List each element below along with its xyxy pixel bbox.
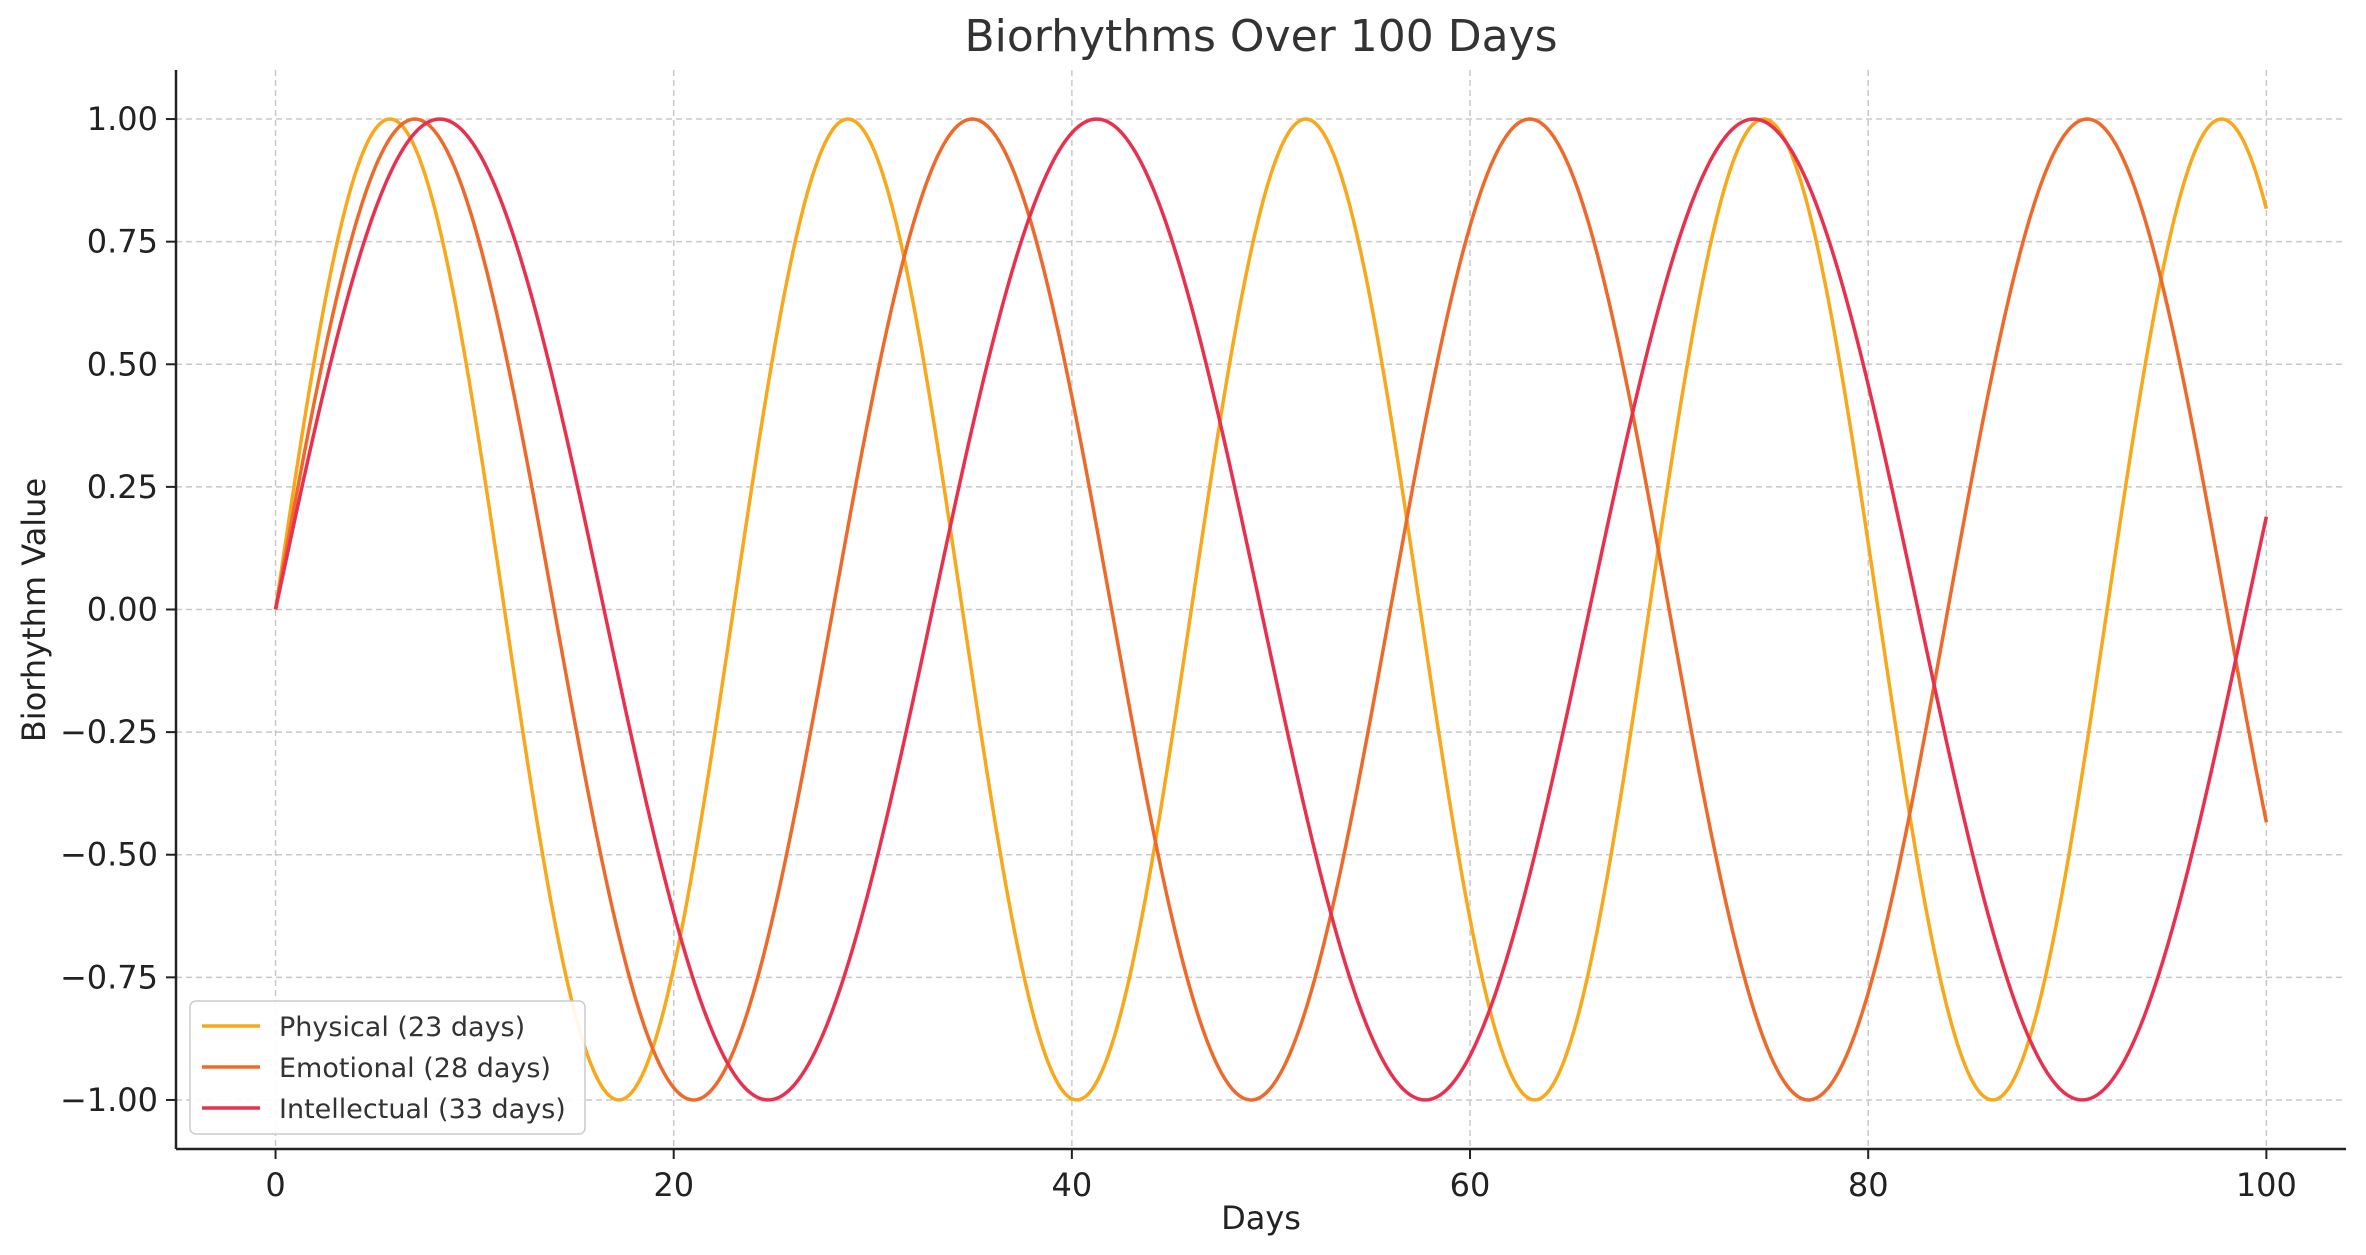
x-axis-label: Days [1221, 1199, 1301, 1237]
legend-label-intellectual: Intellectual (33 days) [279, 1094, 566, 1125]
x-tick-label: 0 [265, 1166, 285, 1204]
x-tick-label: 20 [653, 1166, 694, 1204]
series-line-intellectual [273, 117, 2269, 1102]
legend: Physical (23 days) Emotional (28 days) Int… [189, 1000, 586, 1135]
x-axis-ticks: 0 20 40 60 80 100 [265, 1149, 2297, 1204]
y-tick-label: 1.00 [87, 100, 158, 138]
chart-title: Biorhythms Over 100 Days [964, 11, 1557, 62]
legend-box [189, 1000, 586, 1135]
x-tick-label: 40 [1052, 1166, 1093, 1204]
y-tick-label: 0.75 [87, 223, 158, 261]
y-tick-label: 0.50 [87, 345, 158, 383]
y-axis-ticks: −1.00 −0.75 −0.50 −0.25 0.00 0.25 0.50 0.75 1.00 [60, 100, 176, 1119]
series-line-physical [273, 117, 2269, 1102]
legend-label-physical: Physical (23 days) [279, 1012, 525, 1043]
y-tick-label: −0.50 [60, 836, 158, 874]
x-tick-label: 60 [1450, 1166, 1491, 1204]
series-lines [273, 117, 2269, 1102]
x-tick-label: 80 [1848, 1166, 1889, 1204]
y-tick-label: 0.00 [87, 591, 158, 629]
y-tick-label: −0.75 [60, 958, 158, 996]
y-tick-label: −0.25 [60, 713, 158, 751]
x-tick-label: 100 [2236, 1166, 2297, 1204]
y-tick-label: 0.25 [87, 468, 158, 506]
y-tick-label: −1.00 [60, 1081, 158, 1119]
y-axis-label: Biorhythm Value [15, 478, 53, 742]
legend-label-emotional: Emotional (28 days) [279, 1053, 551, 1084]
